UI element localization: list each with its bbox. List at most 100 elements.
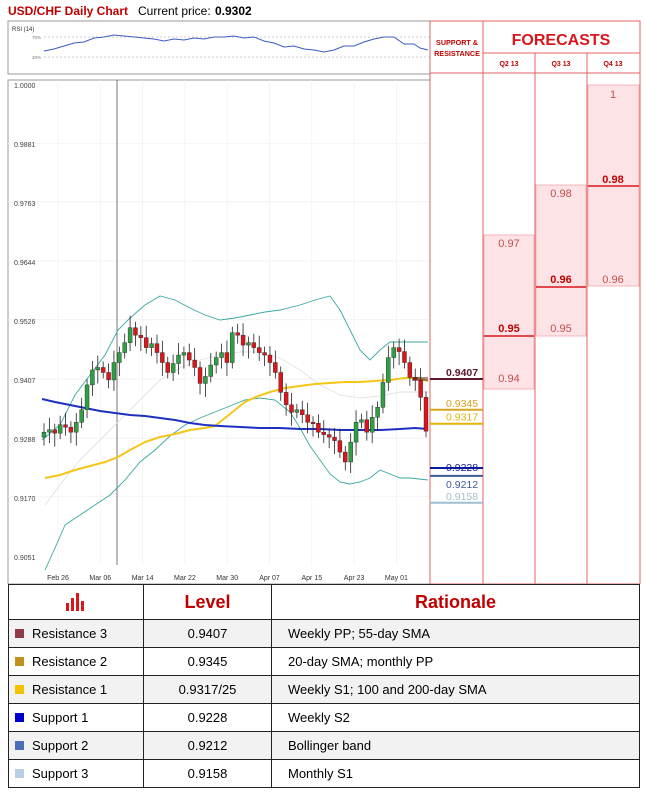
forecast-q3-high: 0.98	[550, 188, 571, 200]
candle-body	[47, 429, 52, 433]
rsi-line	[43, 34, 429, 53]
candle-body	[423, 397, 429, 432]
forecasts-title: FORECASTS	[512, 32, 611, 49]
table-header-rationale: Rationale	[271, 584, 640, 620]
sr-label-2: RESISTANCE	[434, 49, 480, 58]
forecast-panel: SUPPORT & RESISTANCE FORECASTS Q2 13 Q3 …	[429, 20, 641, 584]
candle-body	[187, 352, 192, 361]
candle-body	[402, 351, 407, 363]
candle-body	[364, 419, 370, 433]
y-tick-label: 0.9881	[14, 142, 36, 149]
table-body: Resistance 3 0.9407 Weekly PP; 55-day SMA R…	[8, 619, 640, 788]
candle-body	[375, 407, 380, 418]
candle-body	[267, 354, 273, 363]
forecast-q4-main: 0.98	[602, 174, 623, 186]
candle-body	[144, 337, 149, 348]
candle-body	[213, 357, 219, 366]
candle-body	[353, 422, 359, 443]
levels-table: Level Rationale Resistance 3 0.9407 Weekly…	[8, 584, 640, 788]
table-row: Resistance 2 0.9345 20-day SMA; monthly PP	[8, 647, 640, 676]
candle-body	[100, 367, 106, 373]
level-label: 0.9158	[446, 491, 478, 503]
x-tick-label: Feb 26	[47, 575, 69, 582]
rsi-label: RSI (14)	[12, 27, 34, 33]
bollinger-upper	[41, 295, 428, 441]
table-row: Resistance 3 0.9407 Weekly PP; 55-day SMA	[8, 619, 640, 648]
candle-body	[294, 409, 300, 413]
y-tick-label: 0.9526	[14, 319, 36, 326]
level-name-cell: Resistance 1	[8, 675, 144, 704]
level-name: Resistance 3	[32, 626, 108, 641]
level-color-swatch	[15, 769, 24, 779]
x-tick-label: Mar 14	[132, 575, 154, 582]
candle-body	[138, 334, 144, 338]
level-rationale: Bollinger band	[271, 731, 640, 760]
bollinger-middle	[44, 351, 428, 506]
level-name: Resistance 2	[32, 654, 108, 669]
rsi-tick-70: 70%	[32, 35, 41, 40]
candles	[41, 315, 429, 473]
forecast-col-q4: Q4 13	[603, 61, 622, 68]
level-name-cell: Support 1	[8, 703, 144, 732]
table-row: Support 2 0.9212 Bollinger band	[8, 731, 640, 760]
table-row: Support 3 0.9158 Monthly S1	[8, 759, 640, 788]
bar-chart-icon	[66, 593, 84, 611]
y-tick-label: 0.9644	[14, 260, 36, 267]
candle-body	[95, 367, 101, 371]
candle-body	[305, 414, 310, 423]
candle-body	[396, 347, 402, 352]
candle-body	[208, 364, 213, 377]
level-color-swatch	[15, 685, 24, 695]
level-marker	[412, 376, 428, 381]
candle-body	[337, 440, 343, 453]
candle-body	[418, 379, 423, 398]
candle-body	[343, 451, 348, 463]
x-tick-label: Mar 30	[216, 575, 238, 582]
candle-body	[407, 362, 413, 378]
table-header-level: Level	[143, 584, 272, 620]
candle-body	[90, 369, 95, 386]
candle-body	[348, 441, 353, 463]
candle-body	[321, 431, 326, 435]
price-value: 0.9302	[215, 4, 252, 18]
price-chart-frame	[7, 79, 431, 584]
table-header-icon-cell	[8, 584, 144, 620]
level-value: 0.9407	[143, 619, 272, 648]
level-name-cell: Support 3	[8, 759, 144, 788]
candle-body	[283, 392, 289, 406]
candle-body	[181, 352, 187, 356]
forecast-q2-low: 0.94	[498, 373, 519, 385]
candle-body	[380, 382, 386, 408]
x-tick-label: Apr 07	[259, 575, 280, 582]
candle-body	[386, 357, 391, 383]
rsi-frame	[7, 20, 431, 75]
candle-body	[332, 436, 337, 441]
y-tick-label: 0.9288	[14, 437, 36, 444]
chart-title: USD/CHF Daily Chart	[8, 4, 128, 18]
level-value: 0.9317/25	[143, 675, 272, 704]
rsi-panel: RSI (14) 70% 30%	[7, 20, 431, 75]
y-tick-label: 1.0000	[14, 83, 36, 90]
candle-body	[84, 384, 90, 410]
candle-body	[63, 424, 68, 428]
candle-body	[149, 343, 154, 348]
y-tick-label: 0.9051	[14, 555, 36, 562]
level-label: 0.9407	[446, 367, 478, 379]
level-rationale: Weekly S2	[271, 703, 640, 732]
table-header-row: Level Rationale	[8, 584, 640, 620]
forecast-q2-main: 0.95	[498, 323, 519, 335]
y-tick-label: 0.9407	[14, 378, 36, 385]
forecast-q3-main: 0.96	[550, 274, 571, 286]
candle-body	[127, 327, 133, 343]
rsi-tick-30: 30%	[32, 55, 41, 60]
level-name: Support 1	[32, 710, 89, 725]
sr-label-1: SUPPORT &	[436, 38, 478, 47]
price-label: Current price:	[138, 4, 211, 18]
candle-body	[133, 327, 138, 336]
candle-body	[106, 372, 111, 381]
forecast-col-q3: Q3 13	[551, 61, 570, 68]
level-rationale: Weekly S1; 100 and 200-day SMA	[271, 675, 640, 704]
candle-body	[246, 342, 251, 346]
candle-body	[289, 404, 294, 413]
level-color-swatch	[15, 713, 24, 723]
